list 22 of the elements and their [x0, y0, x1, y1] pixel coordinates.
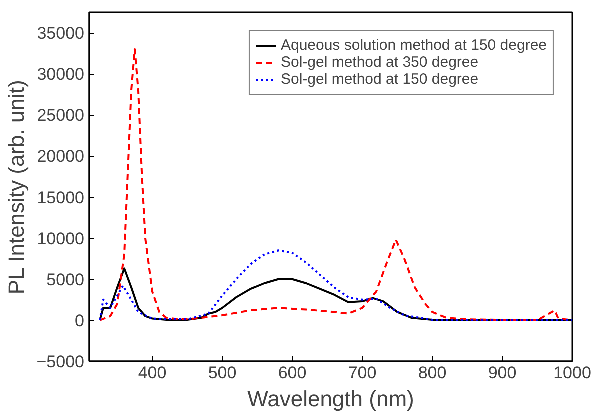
x-axis-title: Wavelength (nm)	[248, 386, 414, 412]
x-tick-label: 500	[208, 364, 237, 382]
y-tick-label: 30000	[37, 65, 85, 84]
y-tick-label: 10000	[37, 229, 85, 248]
x-tick-label: 600	[278, 364, 307, 382]
legend-label: Sol-gel method at 150 degree	[280, 71, 479, 88]
y-tick-label: −5000	[36, 352, 85, 372]
x-tick-label: 900	[488, 364, 517, 382]
legend-label: Aqueous solution method at 150 degree	[280, 37, 547, 54]
legend-label: Sol-gel method at 350 degree	[280, 54, 479, 71]
y-axis-title: PL Intensity (arb. unit)	[4, 80, 29, 295]
x-tick-label: 700	[348, 364, 377, 382]
y-tick-label: 20000	[37, 147, 85, 166]
y-tick-label: 35000	[37, 24, 85, 44]
x-tick-label: 800	[418, 364, 447, 382]
y-tick-label: 15000	[37, 188, 85, 208]
y-tick-label: 5000	[46, 270, 85, 290]
x-tick-label: 1000	[554, 364, 592, 382]
line-series	[99, 250, 572, 322]
x-tick-label: 400	[138, 364, 167, 382]
y-tick-label: 0	[75, 311, 85, 330]
y-tick-label: 25000	[37, 106, 85, 126]
